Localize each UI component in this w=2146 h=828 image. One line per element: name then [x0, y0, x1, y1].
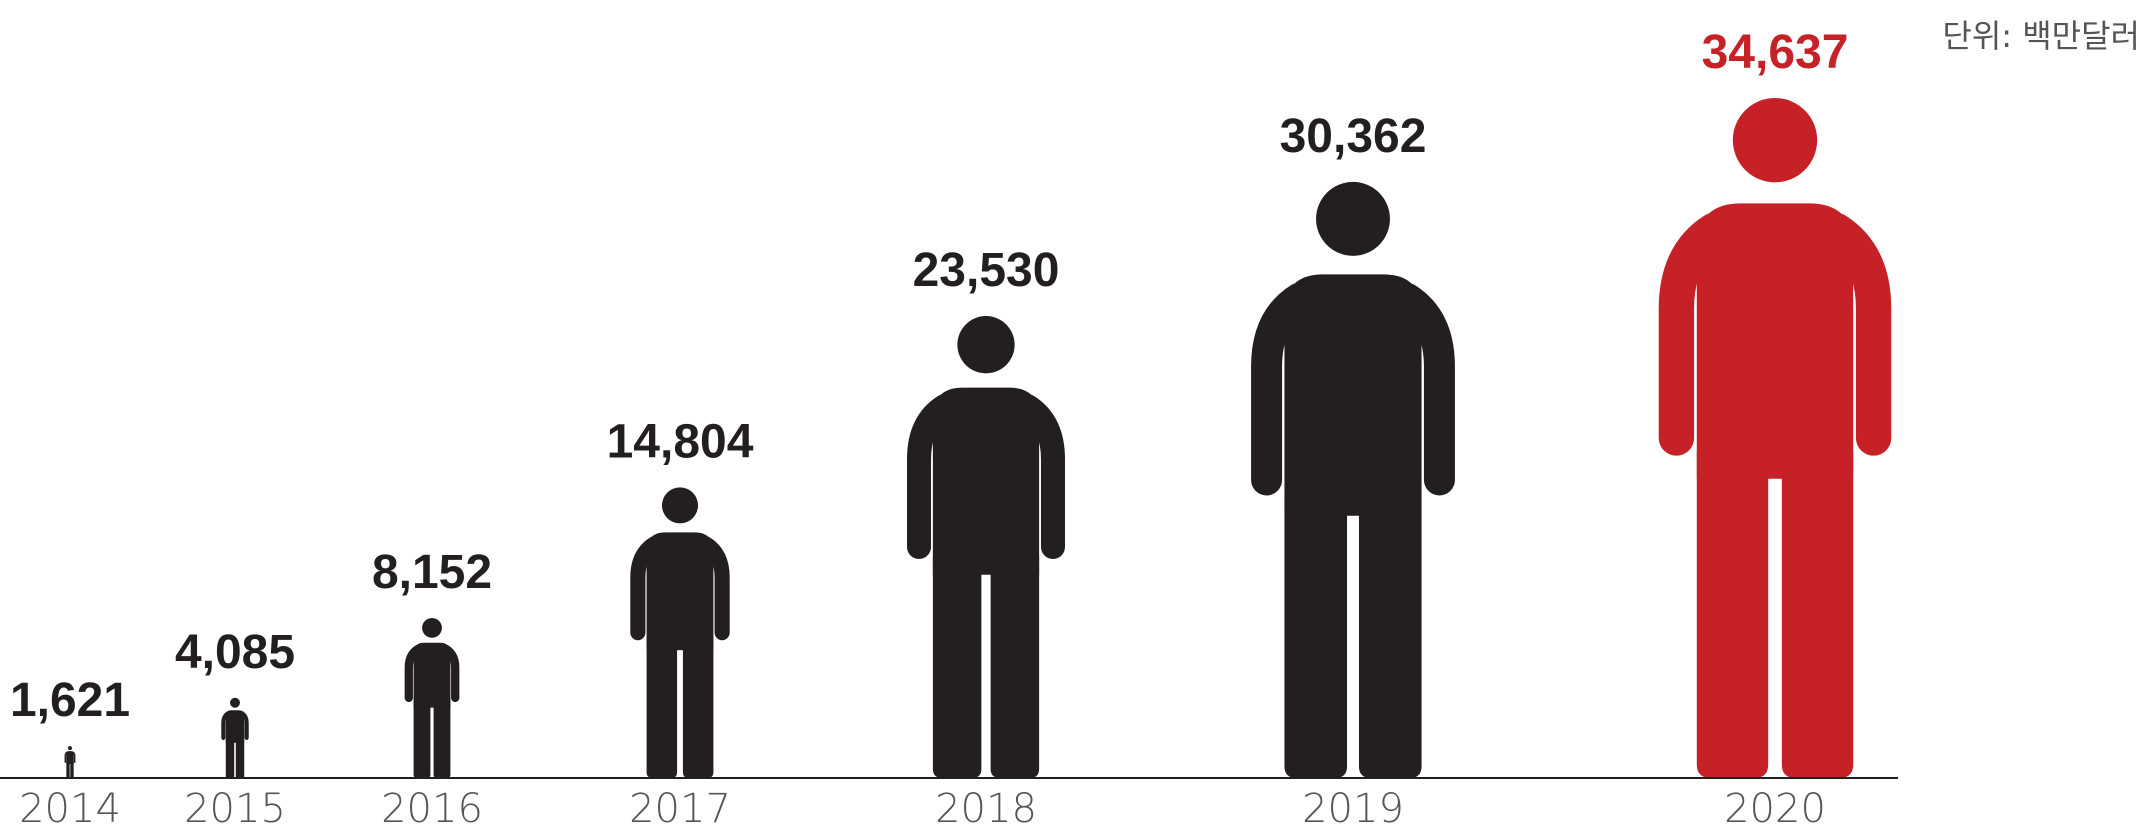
value-label: 30,362	[1280, 110, 1427, 163]
person-head	[1732, 98, 1818, 183]
year-label: 2017	[629, 786, 731, 828]
person-head	[230, 697, 240, 708]
person-leg-right	[990, 556, 1040, 778]
value-label: 4,085	[175, 626, 295, 679]
figures	[64, 98, 1892, 778]
person-icon	[64, 746, 76, 778]
person-arm-left	[64, 751, 68, 763]
person-head	[957, 316, 1015, 374]
person-torso	[1696, 203, 1854, 479]
year-label: 2020	[1724, 786, 1826, 828]
person-arm-right	[1818, 212, 1892, 456]
value-label: 34,637	[1702, 26, 1849, 79]
person-torso	[66, 751, 74, 764]
person-torso	[646, 532, 714, 651]
person-arm-right	[698, 536, 730, 641]
year-label: 2015	[184, 786, 286, 828]
value-label: 23,530	[913, 244, 1060, 297]
person-head	[661, 487, 699, 524]
year-label: 2014	[19, 786, 121, 828]
person-arm-left	[1251, 282, 1315, 496]
unit-label: 단위: 백만달러	[1942, 17, 2140, 55]
person-leg-right	[70, 762, 74, 778]
value-label: 8,152	[372, 546, 492, 599]
person-torso	[1284, 274, 1422, 516]
year-label: 2019	[1302, 786, 1404, 828]
person-icon	[630, 487, 730, 778]
person-arm-right	[1015, 394, 1065, 560]
person-arm-left	[1658, 212, 1732, 456]
person-arm-left	[221, 711, 230, 740]
person-icon	[1658, 98, 1892, 778]
person-leg-left	[66, 762, 70, 778]
person-head	[422, 617, 442, 638]
person-icon	[1251, 181, 1455, 778]
value-label: 1,621	[10, 674, 130, 727]
person-leg-left	[932, 556, 982, 778]
person-icon	[404, 617, 460, 778]
person-leg-right	[682, 638, 714, 778]
person-leg-left	[1696, 451, 1769, 778]
person-arm-right	[1391, 282, 1455, 496]
person-icon	[907, 316, 1065, 778]
person-torso	[932, 387, 1040, 575]
year-label: 2018	[935, 786, 1037, 828]
person-head	[68, 746, 72, 751]
person-leg-left	[646, 638, 678, 778]
person-arm-right	[72, 751, 76, 763]
person-arm-left	[907, 394, 957, 560]
person-icon	[221, 697, 249, 778]
person-leg-left	[225, 739, 235, 778]
year-labels: 2014 2015 2016 2017 2018 2019 2020	[19, 786, 1826, 828]
person-leg-left	[413, 701, 431, 778]
person-arm-left	[630, 536, 662, 641]
person-arm-left	[404, 645, 422, 703]
person-leg-right	[235, 739, 245, 778]
person-head	[1316, 181, 1390, 256]
value-label: 14,804	[607, 415, 754, 468]
person-arm-right	[240, 711, 249, 740]
person-leg-right	[1781, 451, 1854, 778]
value-labels: 1,621 4,085 8,152 14,804 23,530 30,362 34,637	[10, 26, 1848, 727]
person-torso	[413, 642, 451, 708]
person-leg-right	[1358, 491, 1422, 778]
person-leg-right	[433, 701, 451, 778]
year-label: 2016	[381, 786, 483, 828]
person-torso	[225, 710, 245, 743]
person-leg-left	[1284, 491, 1348, 778]
person-arm-right	[442, 645, 460, 703]
